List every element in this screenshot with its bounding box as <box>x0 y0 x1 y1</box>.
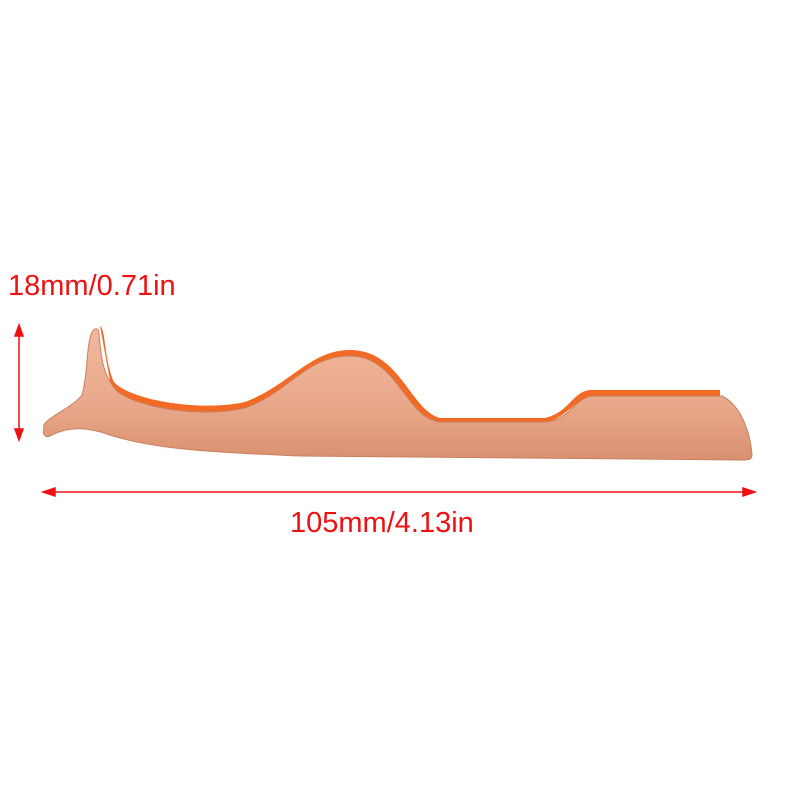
width-arrow <box>40 486 758 498</box>
width-dimension-label: 105mm/4.13in <box>290 507 474 539</box>
lash-applicator <box>42 328 753 461</box>
height-dimension-label: 18mm/0.71in <box>8 270 176 302</box>
lash-applicator-inner-edge <box>100 326 720 424</box>
height-arrow <box>13 322 25 443</box>
